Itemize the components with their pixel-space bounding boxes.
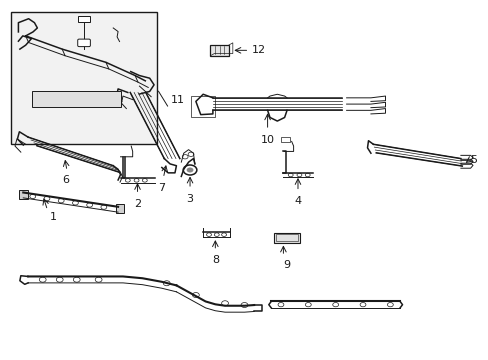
- Text: 7: 7: [158, 183, 165, 193]
- Bar: [191, 96, 215, 117]
- Text: 5: 5: [469, 156, 477, 165]
- Bar: [11, 12, 157, 144]
- Bar: [210, 45, 228, 56]
- Bar: [78, 16, 90, 22]
- Text: 2: 2: [134, 199, 141, 209]
- Text: 8: 8: [211, 255, 219, 265]
- Text: 1: 1: [50, 212, 57, 222]
- FancyBboxPatch shape: [78, 39, 90, 46]
- Text: 10: 10: [260, 135, 274, 145]
- Bar: [31, 91, 120, 107]
- Circle shape: [186, 167, 193, 172]
- Bar: [20, 190, 28, 199]
- Text: 4: 4: [294, 196, 301, 206]
- Bar: [273, 233, 300, 243]
- Text: 3: 3: [186, 194, 193, 203]
- Text: 11: 11: [170, 95, 184, 105]
- Bar: [275, 234, 298, 241]
- Bar: [281, 137, 289, 143]
- Text: 6: 6: [62, 175, 69, 185]
- Bar: [116, 204, 124, 213]
- Text: 9: 9: [283, 260, 290, 270]
- Text: 12: 12: [251, 45, 265, 55]
